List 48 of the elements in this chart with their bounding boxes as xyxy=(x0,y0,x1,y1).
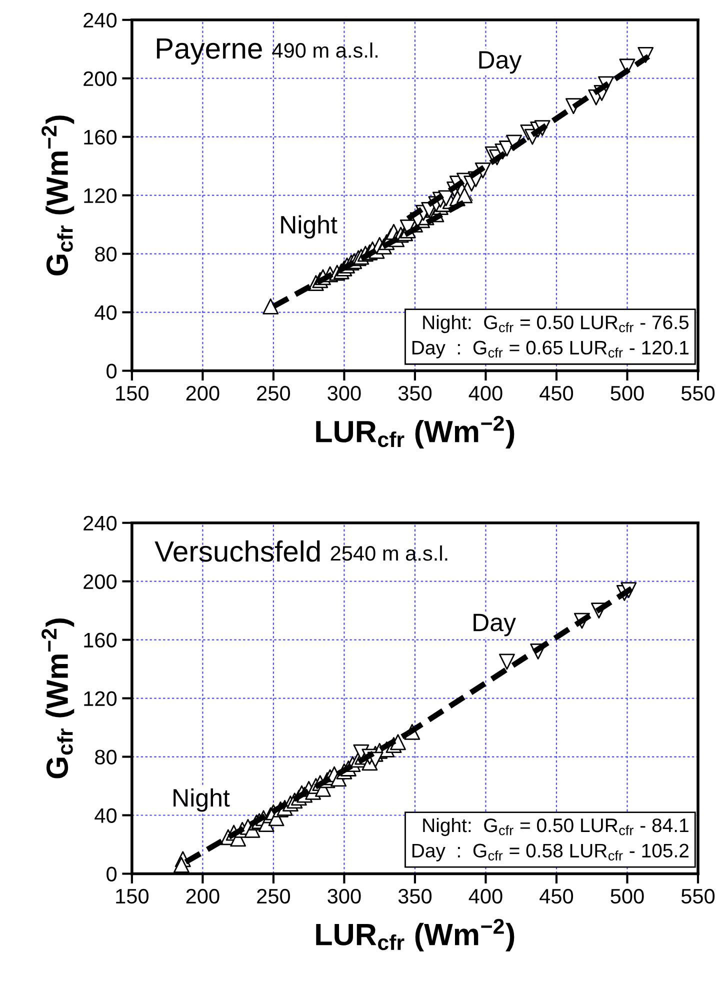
x-tick-label: 250 xyxy=(257,386,290,401)
x-tick-label: 200 xyxy=(186,386,220,401)
y-tick-label: 0 xyxy=(106,866,117,882)
x-tick-label: 200 xyxy=(186,888,220,904)
y-tick-label: 160 xyxy=(84,130,117,145)
y-axis-title: G$_{cfr}$ (Wm$^{−2}$) xyxy=(42,618,74,778)
annotation: Night xyxy=(281,215,338,239)
x-tick-label: 500 xyxy=(610,386,644,401)
y-tick-label: 80 xyxy=(95,750,117,765)
x-tick-label: 450 xyxy=(540,386,574,401)
x-tick-label: 400 xyxy=(468,386,502,401)
annotation: Night: G$_{cfr}$ = 0.50 LUR$_{cfr}$ - 84.1 xyxy=(423,818,688,836)
y-tick-label: 40 xyxy=(94,808,117,823)
y-tick-label: 120 xyxy=(84,691,117,706)
text: 2540 m a.s.l. xyxy=(330,545,448,561)
x-tick-label: 350 xyxy=(398,888,432,904)
x-tick-label: 150 xyxy=(116,888,148,904)
x-tick-label: 350 xyxy=(398,386,432,401)
annotation: Night xyxy=(174,788,230,812)
text: Payerne xyxy=(156,38,262,65)
annotation: Day xyxy=(474,614,516,636)
y-tick-label: 240 xyxy=(84,12,117,28)
x-tick-label: 150 xyxy=(116,386,148,401)
y-tick-label: 200 xyxy=(84,71,117,86)
x-tick-label: 550 xyxy=(681,888,715,904)
y-tick-label: 160 xyxy=(84,632,117,648)
chart-title: Versuchsfeld xyxy=(154,540,320,562)
y-tick-label: 0 xyxy=(106,364,117,379)
text: 490 m a.s.l. xyxy=(272,42,378,58)
annotation: Day xyxy=(479,51,522,74)
y-axis-title: G$_{cfr}$ (Wm$^{−2}$) xyxy=(42,116,74,276)
annotation: Day : G$_{cfr}$ = 0.65 LUR$_{cfr}$ - 120.1 xyxy=(412,340,689,358)
x-tick-label: 400 xyxy=(468,888,502,904)
y-tick-label: 120 xyxy=(84,188,117,204)
y-tick-label: 40 xyxy=(94,305,117,320)
x-tick-label: 550 xyxy=(681,386,715,401)
x-tick-label: 250 xyxy=(257,888,290,904)
y-tick-label: 240 xyxy=(84,516,117,531)
x-tick-label: 300 xyxy=(328,888,361,904)
x-tick-label: 300 xyxy=(328,386,361,401)
y-tick-label: 200 xyxy=(84,574,117,590)
x-tick-label: 500 xyxy=(610,888,644,904)
y-tick-label: 80 xyxy=(95,246,117,262)
x-axis-title: LUR$_{cfr}$ (Wm$^{−2}$) xyxy=(316,416,514,448)
annotation: Day : G$_{cfr}$ = 0.58 LUR$_{cfr}$ - 105.2 xyxy=(412,844,688,862)
annotation: Night: G$_{cfr}$ = 0.50 LUR$_{cfr}$ - 76.5 xyxy=(423,314,689,334)
x-axis-title: LUR$_{cfr}$ (Wm$^{−2}$) xyxy=(316,918,514,952)
x-tick-label: 450 xyxy=(540,888,574,904)
